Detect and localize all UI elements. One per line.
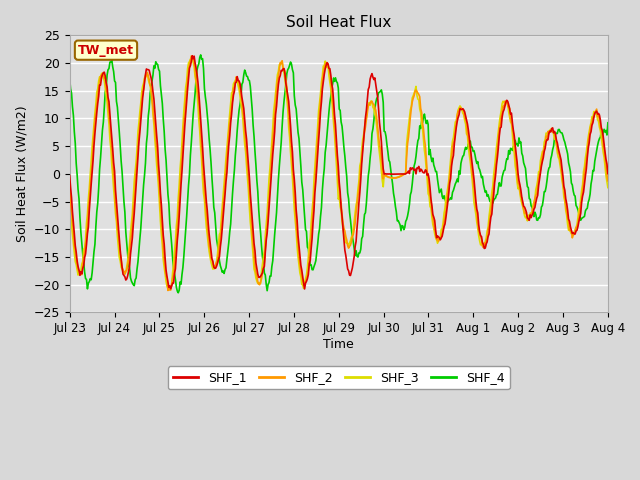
SHF_2 <box>604 178 612 184</box>
SHF_2 <box>66 181 74 187</box>
SHF_2 <box>392 175 399 181</box>
SHF_3 <box>392 175 399 180</box>
Line: SHF_2: SHF_2 <box>70 56 608 290</box>
X-axis label: Time: Time <box>323 338 354 351</box>
SHF_4 <box>174 290 182 296</box>
Text: TW_met: TW_met <box>78 44 134 57</box>
SHF_4 <box>575 211 582 216</box>
SHF_4 <box>431 165 438 171</box>
Line: SHF_1: SHF_1 <box>70 56 608 289</box>
SHF_3 <box>538 154 545 159</box>
SHF_1 <box>66 173 74 179</box>
SHF_1 <box>255 275 262 280</box>
SHF_1 <box>538 163 545 169</box>
SHF_3 <box>188 55 195 60</box>
SHF_1 <box>188 53 196 59</box>
SHF_1 <box>392 171 399 177</box>
SHF_2 <box>431 228 438 233</box>
SHF_2 <box>538 160 545 166</box>
SHF_3 <box>575 206 582 212</box>
SHF_1 <box>301 286 308 292</box>
SHF_3 <box>256 280 264 286</box>
SHF_4 <box>604 120 612 126</box>
SHF_4 <box>256 220 264 226</box>
Line: SHF_4: SHF_4 <box>70 55 608 293</box>
SHF_3 <box>604 185 612 191</box>
SHF_3 <box>66 196 74 202</box>
Legend: SHF_1, SHF_2, SHF_3, SHF_4: SHF_1, SHF_2, SHF_3, SHF_4 <box>168 366 510 389</box>
SHF_1 <box>604 171 612 177</box>
SHF_3 <box>68 232 76 238</box>
SHF_3 <box>165 287 173 292</box>
Title: Soil Heat Flux: Soil Heat Flux <box>286 15 392 30</box>
SHF_4 <box>197 52 205 58</box>
SHF_1 <box>575 219 582 225</box>
Y-axis label: Soil Heat Flux (W/m2): Soil Heat Flux (W/m2) <box>15 106 28 242</box>
SHF_1 <box>68 209 76 215</box>
SHF_2 <box>188 53 195 59</box>
SHF_4 <box>538 204 545 210</box>
SHF_3 <box>431 231 438 237</box>
SHF_2 <box>575 215 582 221</box>
SHF_4 <box>392 204 399 209</box>
SHF_2 <box>164 288 172 293</box>
Line: SHF_3: SHF_3 <box>70 58 608 289</box>
SHF_2 <box>256 282 264 288</box>
SHF_2 <box>68 218 76 224</box>
SHF_4 <box>68 104 76 109</box>
SHF_4 <box>66 75 74 81</box>
SHF_1 <box>431 217 438 223</box>
